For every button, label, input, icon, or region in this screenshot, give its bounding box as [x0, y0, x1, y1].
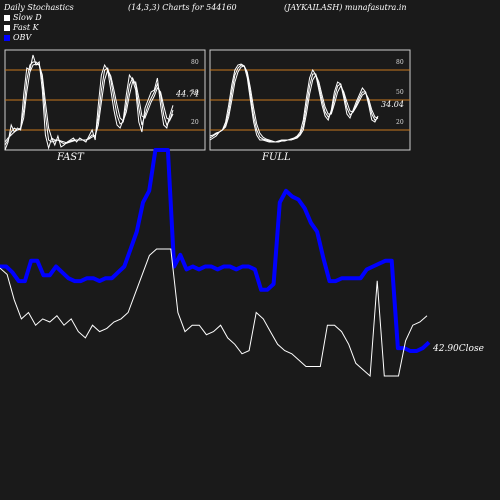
full-level-label: 20	[396, 119, 404, 126]
full-panel-title: FULL	[262, 152, 291, 163]
full-level-label: 50	[396, 89, 404, 96]
full-last-value-label: 34.04	[381, 100, 404, 109]
obv-swatch	[4, 35, 10, 41]
legend-item-slow-d: Slow D	[4, 13, 42, 22]
close-value-label: 42.90Close	[432, 344, 484, 354]
fast-level-label: 80	[191, 59, 199, 66]
slow-d-swatch	[4, 15, 10, 21]
fast-level-label: 20	[191, 119, 199, 126]
chart-symbol-label: (JAYKAILASH) munafasutra.in	[284, 3, 407, 12]
legend-label: Fast K	[13, 23, 39, 32]
full-level-label: 80	[396, 59, 404, 66]
fast-panel-title: FAST	[57, 152, 84, 163]
legend-label: OBV	[13, 33, 31, 42]
legend-label: Slow D	[13, 13, 42, 22]
legend-item-obv: OBV	[4, 33, 31, 42]
legend-item-fast-k: Fast K	[4, 23, 39, 32]
fast-last-value-label: 44.74	[175, 89, 199, 98]
chart-params-label: (14,3,3) Charts for 544160	[128, 3, 237, 12]
fast-k-swatch	[4, 25, 10, 31]
chart-type-label: Daily Stochastics	[4, 3, 74, 12]
